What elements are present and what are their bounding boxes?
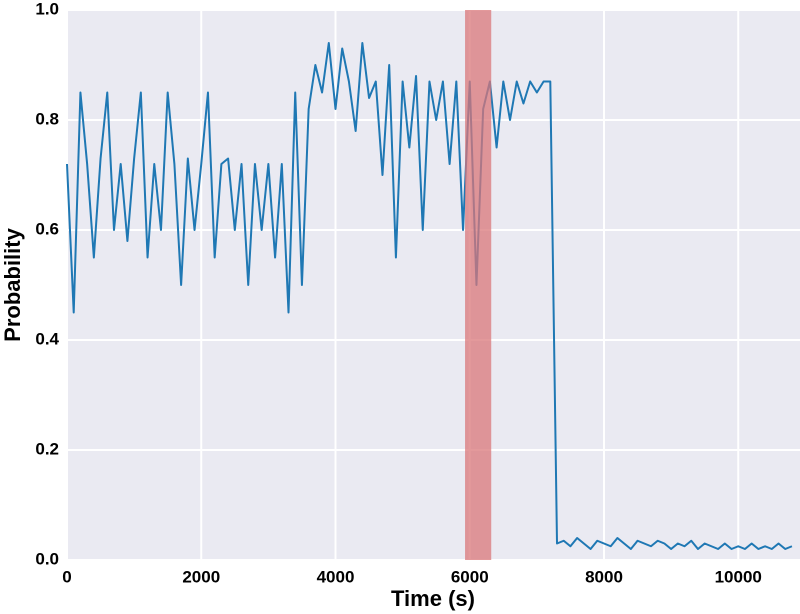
x-tick-label: 4000 bbox=[317, 567, 355, 586]
highlight-span bbox=[465, 10, 492, 560]
x-tick-label: 10000 bbox=[715, 567, 762, 586]
y-tick-label: 0.0 bbox=[35, 549, 59, 568]
x-tick-label: 8000 bbox=[585, 567, 623, 586]
x-axis-label: Time (s) bbox=[391, 586, 475, 611]
y-tick-label: 1.0 bbox=[35, 0, 59, 18]
x-tick-label: 2000 bbox=[182, 567, 220, 586]
plot-area bbox=[67, 10, 800, 560]
y-tick-label: 0.8 bbox=[35, 109, 59, 128]
data-line bbox=[66, 42, 793, 550]
y-tick-label: 0.4 bbox=[35, 329, 59, 348]
x-tick-label: 0 bbox=[62, 567, 71, 586]
x-tick-label: 6000 bbox=[451, 567, 489, 586]
y-tick-label: 0.2 bbox=[35, 439, 59, 458]
marks bbox=[66, 10, 793, 560]
y-axis-label: Probability bbox=[0, 227, 25, 341]
y-tick-label: 0.6 bbox=[35, 219, 59, 238]
